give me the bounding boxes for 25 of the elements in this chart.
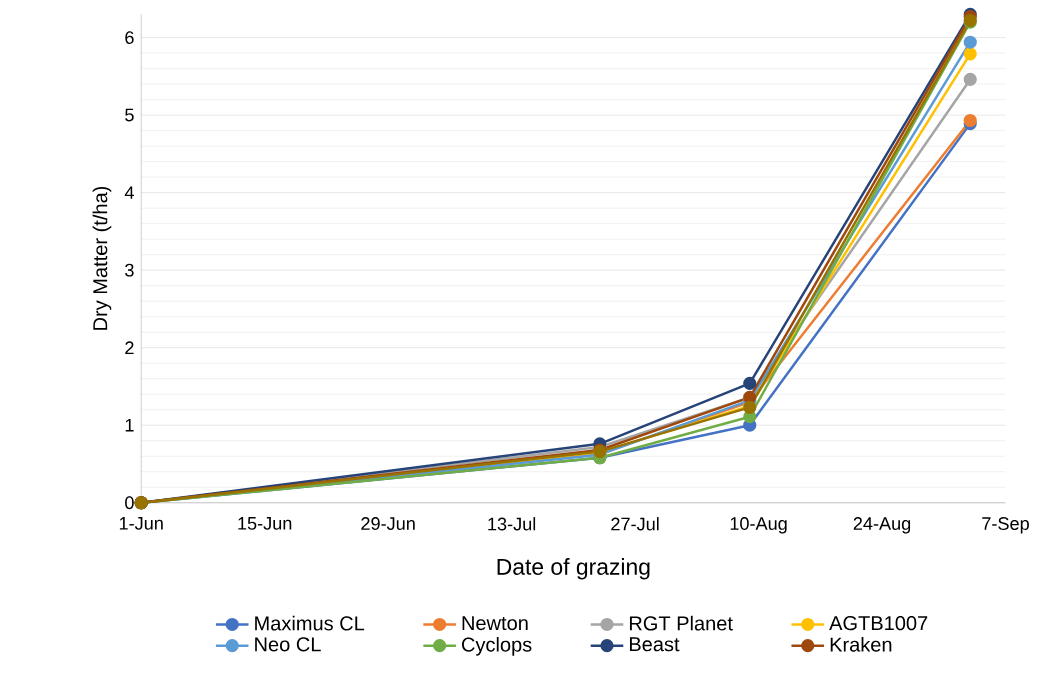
legend-label: Kraken bbox=[830, 636, 892, 652]
y-tick-label: 6 bbox=[125, 30, 134, 44]
legend-label: Newton bbox=[462, 616, 528, 630]
y-tick-label: 2 bbox=[125, 341, 134, 354]
legend-label: RGT Planet bbox=[629, 615, 733, 631]
y-tick-label: 5 bbox=[125, 108, 134, 122]
x-tick-label: 27-Jul bbox=[611, 516, 659, 531]
legend-label: Maximus CL bbox=[255, 615, 365, 631]
x-tick-label: 15-Jun bbox=[238, 516, 292, 530]
x-tick-label: 7-Sep bbox=[982, 516, 1029, 534]
x-tick-label: 24-Aug bbox=[853, 516, 911, 534]
legend-label: AGTB1007 bbox=[829, 615, 928, 631]
y-tick-label: 1 bbox=[125, 418, 134, 432]
y-tick-label: 4 bbox=[124, 186, 134, 199]
x-tick-label: 1-Jun bbox=[119, 516, 163, 530]
x-axis-title: Date of grazing bbox=[497, 557, 650, 580]
x-tick-label: 10-Aug bbox=[730, 516, 787, 534]
legend-label: Beast bbox=[629, 637, 680, 652]
y-axis-title: Dry Matter (t/ha) bbox=[92, 186, 112, 330]
x-tick-label: 13-Jul bbox=[488, 516, 536, 531]
legend-label: Cyclops bbox=[461, 636, 532, 656]
y-tick-label: 3 bbox=[125, 263, 134, 277]
y-tick-label: 0 bbox=[125, 496, 134, 510]
legend-label: Neo CL bbox=[255, 637, 321, 652]
x-tick-label: 29-Jun bbox=[361, 516, 415, 530]
